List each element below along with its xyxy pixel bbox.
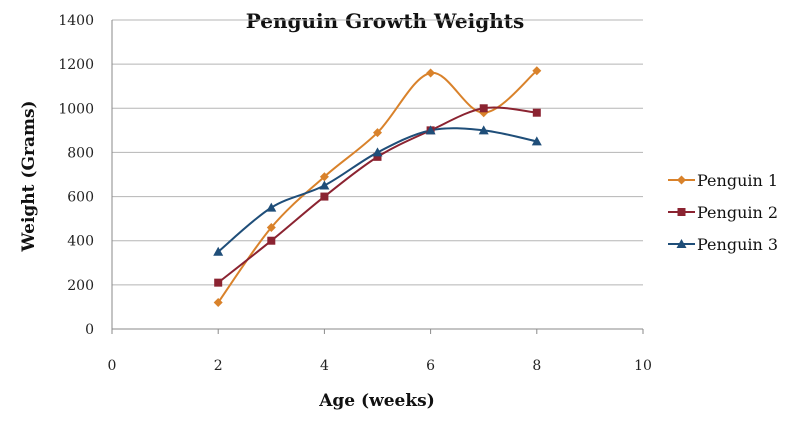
axes xyxy=(111,20,644,334)
gridlines xyxy=(112,19,643,286)
data-point-s3-x8 xyxy=(531,136,542,146)
data-point-s3-x7 xyxy=(478,125,489,135)
data-point-s1-x3 xyxy=(266,222,276,232)
y-axis-title: Weight (Grams) xyxy=(19,100,39,252)
data-point-s1-x6 xyxy=(426,68,436,78)
legend: Penguin 1 Penguin 2 Penguin 3 xyxy=(668,171,778,254)
x-tick-label: 2 xyxy=(214,358,223,374)
y-tick-label: 1200 xyxy=(58,57,94,73)
y-tick-label: 800 xyxy=(67,145,94,161)
data-point-s2-x4 xyxy=(320,192,329,201)
data-point-s3-x5 xyxy=(372,147,383,157)
x-tick-label: 8 xyxy=(532,358,541,374)
data-point-s3-x6 xyxy=(425,125,436,135)
chart-title: Penguin Growth Weights xyxy=(246,9,525,33)
data-point-s1-x2 xyxy=(213,298,223,308)
y-tick-label: 600 xyxy=(67,190,94,206)
y-tick-label: 1000 xyxy=(58,101,94,117)
y-tick-label: 1400 xyxy=(58,13,94,29)
data-point-s1-x5 xyxy=(373,128,382,138)
legend-marker-3 xyxy=(676,239,687,248)
data-point-s1-x4 xyxy=(319,172,329,182)
data-point-s3-x2 xyxy=(213,246,224,256)
x-axis-title: Age (weeks) xyxy=(318,391,435,411)
data-point-s1-x8 xyxy=(532,66,542,76)
data-point-s2-x8 xyxy=(532,108,541,117)
y-tick-label: 200 xyxy=(67,278,94,294)
data-point-s2-x7 xyxy=(479,104,488,113)
legend-label-1: Penguin 1 xyxy=(697,171,778,190)
y-tick-labels: 0 200 400 600 800 1000 1200 1400 xyxy=(58,13,94,338)
legend-marker-2 xyxy=(677,208,686,216)
legend-label-3: Penguin 3 xyxy=(697,235,778,254)
data-point-s2-x3 xyxy=(267,236,276,245)
y-tick-label: 0 xyxy=(85,322,94,338)
x-tick-label: 4 xyxy=(320,358,329,374)
data-point-s2-x2 xyxy=(214,278,223,287)
data-point-s3-x3 xyxy=(266,202,277,212)
y-tick-label: 400 xyxy=(67,234,94,250)
legend-marker-1 xyxy=(677,175,686,185)
x-tick-label: 6 xyxy=(426,358,435,374)
x-tick-labels: 0 2 4 6 8 10 xyxy=(108,358,652,374)
x-tick-label: 0 xyxy=(108,358,117,374)
x-tick-label: 10 xyxy=(634,358,652,374)
data-point-s3-x4 xyxy=(319,180,330,190)
legend-label-2: Penguin 2 xyxy=(697,203,778,222)
series-markers xyxy=(213,66,542,308)
data-point-s2-x5 xyxy=(373,152,382,161)
